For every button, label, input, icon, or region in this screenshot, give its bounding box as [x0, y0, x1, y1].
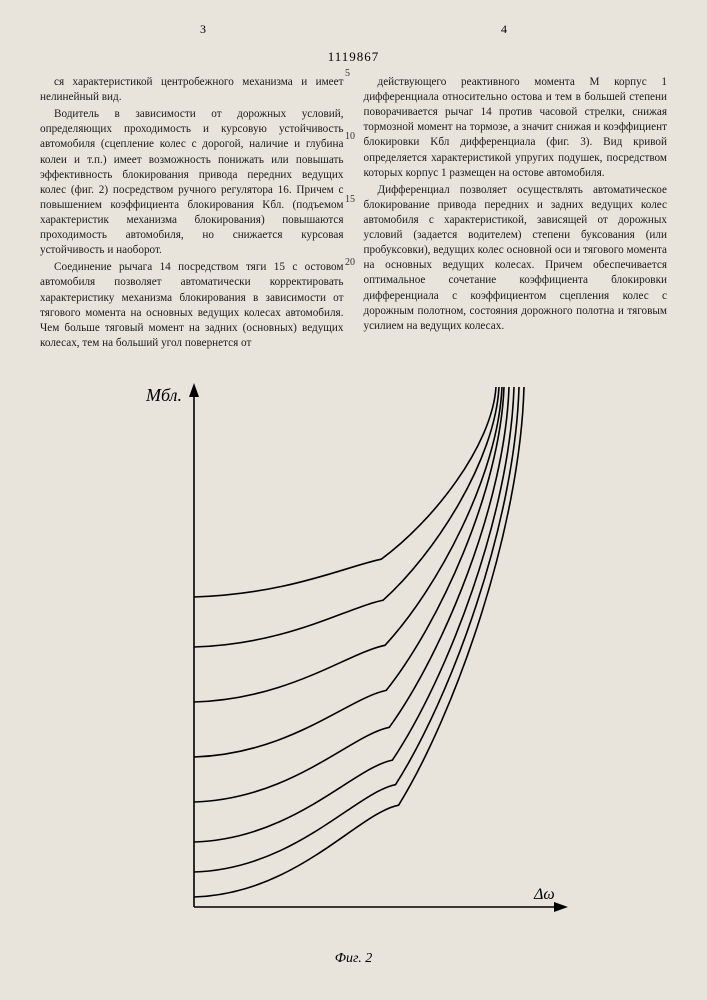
curve-chart: Mбл. Δω	[124, 367, 584, 947]
right-column: действующего реактивного момента М корпу…	[364, 75, 668, 353]
line-marker: 10	[345, 131, 355, 142]
left-column: ся характеристикой центробежного механиз…	[40, 75, 344, 353]
figure-caption: Фиг. 2	[40, 951, 667, 967]
page-number-left: 3	[200, 22, 206, 37]
figure-2: Mбл. Δω	[40, 367, 667, 947]
document-number: 1119867	[40, 49, 667, 65]
line-marker: 5	[345, 68, 355, 79]
paragraph: ся характеристикой центробежного механиз…	[40, 75, 344, 105]
svg-text:Mбл.: Mбл.	[145, 385, 182, 405]
page-number-right: 4	[501, 22, 507, 37]
line-number-gutter: 5 10 15 20	[345, 68, 355, 268]
paragraph: Соединение рычага 14 посредством тяги 15…	[40, 260, 344, 351]
paragraph: Водитель в зависимости от дорожных услов…	[40, 107, 344, 258]
paragraph: действующего реактивного момента М корпу…	[364, 75, 668, 181]
paragraph: Дифференциал позволяет осуществлять авто…	[364, 183, 668, 334]
line-marker: 15	[345, 194, 355, 205]
svg-text:Δω: Δω	[533, 886, 555, 903]
line-marker: 20	[345, 257, 355, 268]
